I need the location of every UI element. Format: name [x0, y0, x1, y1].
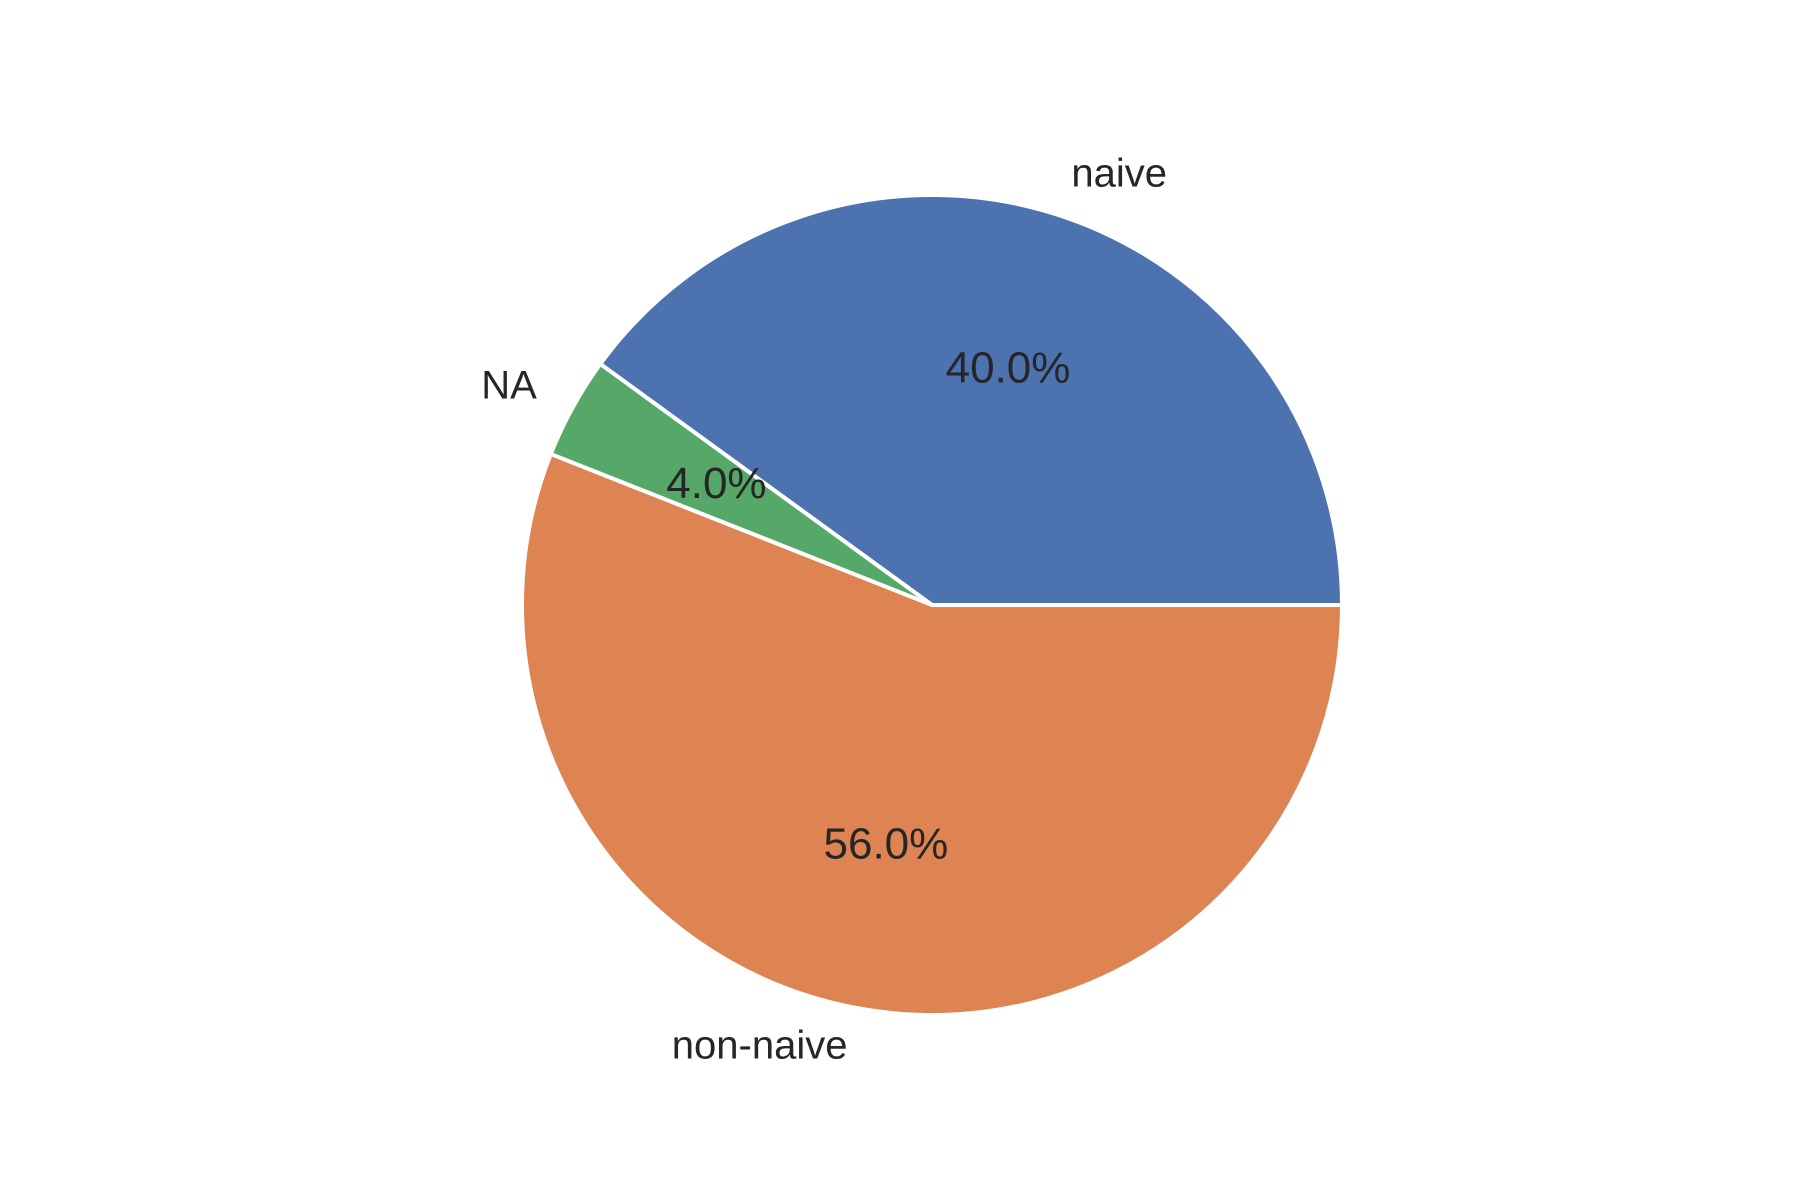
category-label-non-naive: non-naive	[672, 1024, 848, 1068]
percent-label-naive: 40.0%	[946, 344, 1071, 393]
pie-slice-naive	[598, 193, 1344, 607]
percent-label-na: 4.0%	[666, 459, 766, 508]
category-label-na: NA	[481, 363, 537, 407]
pie-labels: naive 40.0% NA 4.0% non-naive 56.0%	[481, 152, 1167, 1068]
category-label-naive: naive	[1071, 152, 1167, 196]
percent-label-non-naive: 56.0%	[824, 819, 949, 868]
pie-slices	[520, 193, 1344, 1017]
pie-slice-non-naive	[520, 452, 1344, 1017]
